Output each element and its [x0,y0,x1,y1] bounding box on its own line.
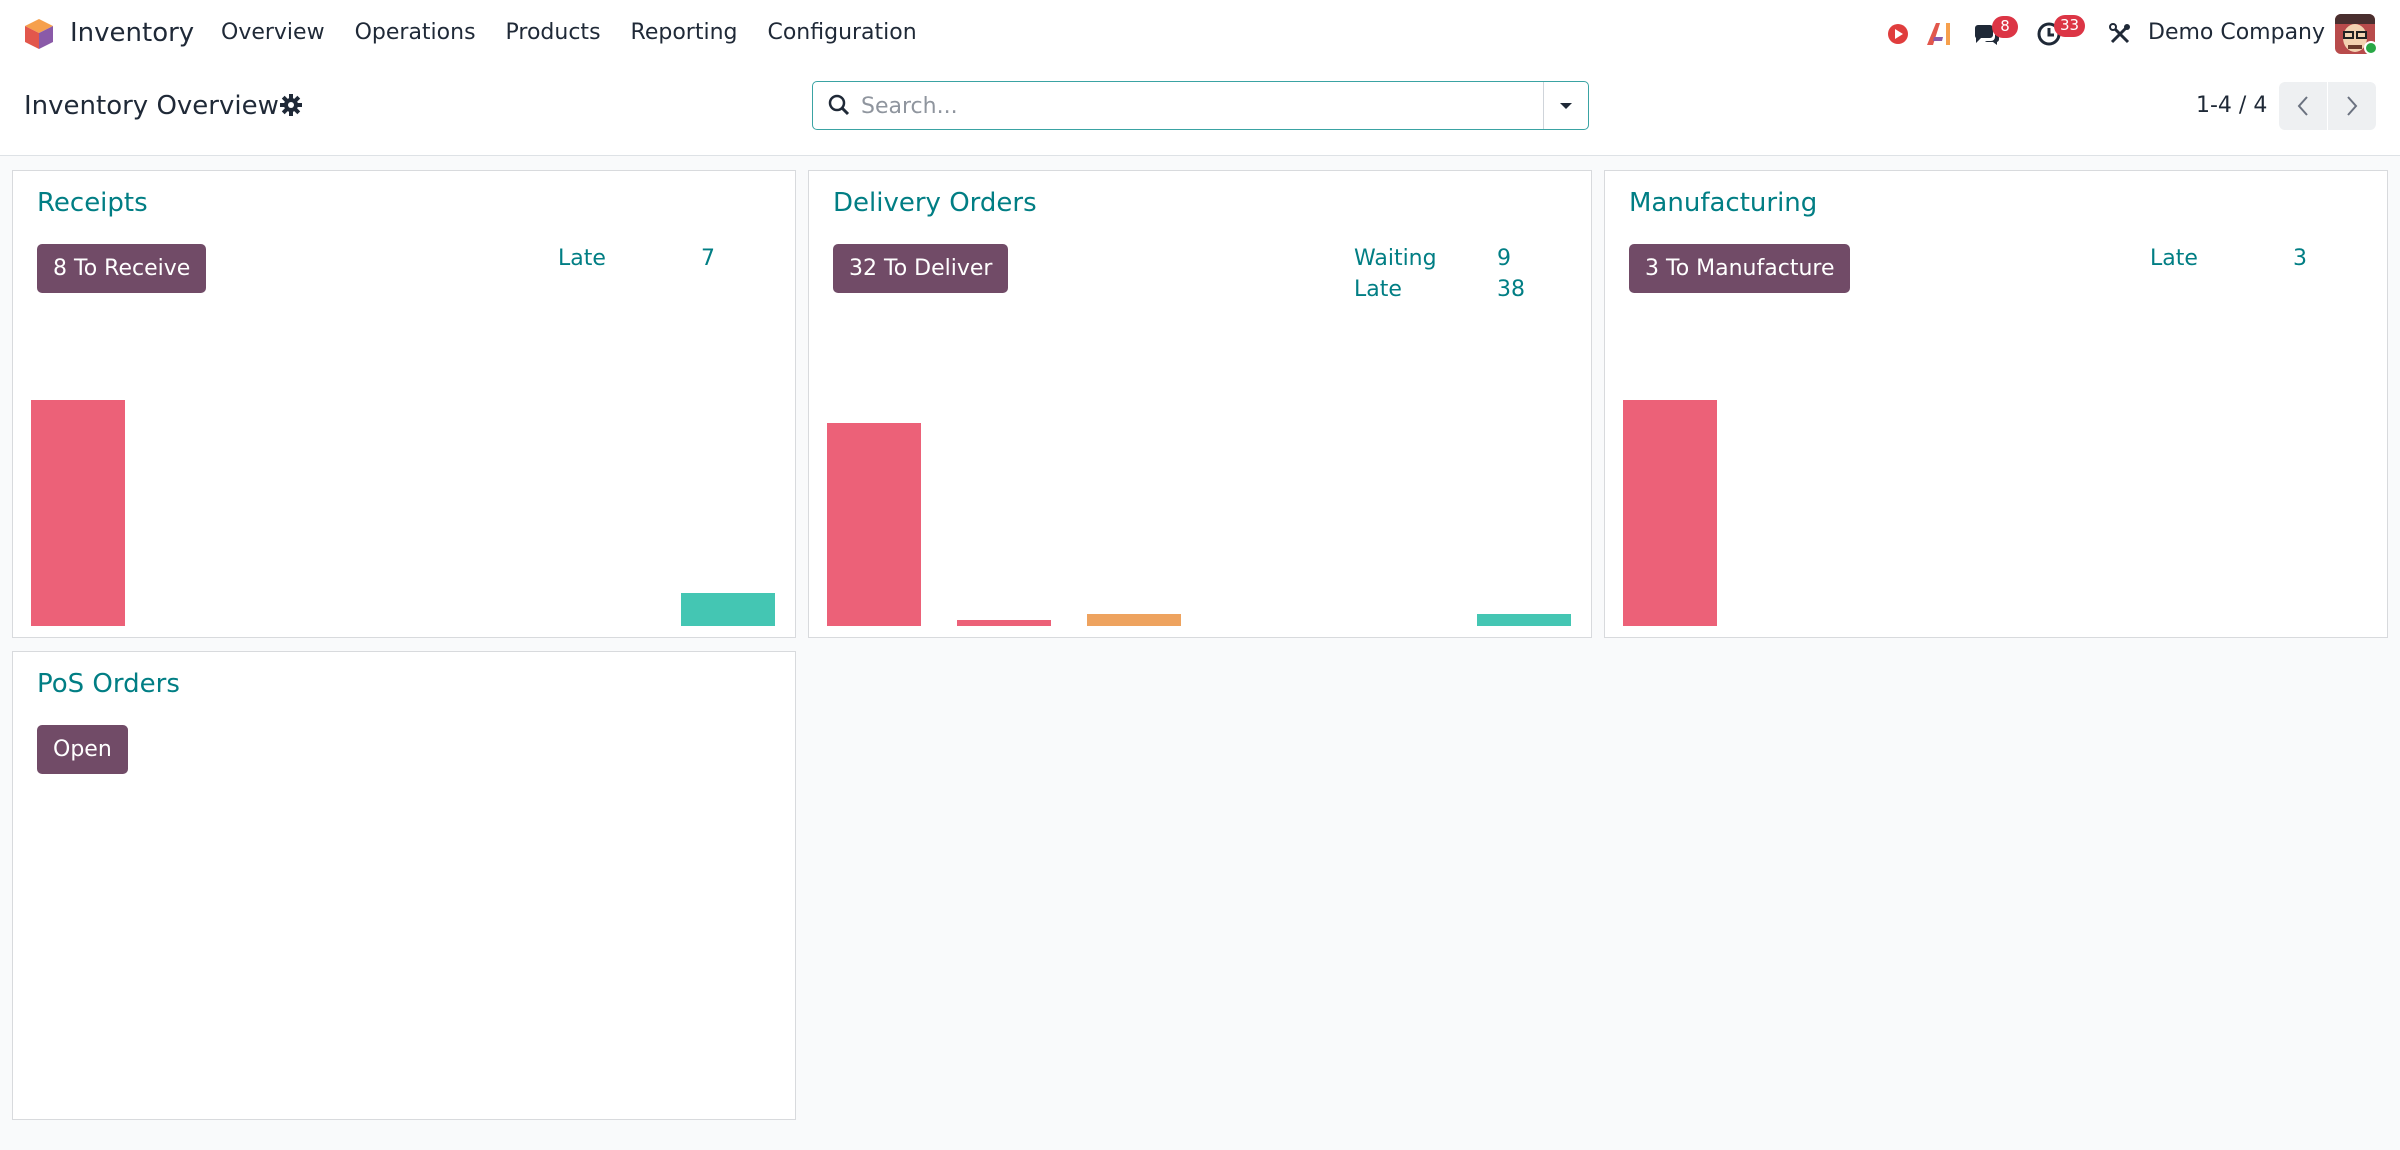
menu-item-products[interactable]: Products [505,20,601,45]
to-receive-button[interactable]: 8 To Receive [37,244,207,293]
stat-label-waiting[interactable]: Waiting [1354,246,1437,271]
card-delivery-orders: Delivery Orders 32 To Deliver Waiting 9 … [808,170,1592,638]
card-title[interactable]: PoS Orders [37,669,180,699]
stat-value-late[interactable]: 38 [1497,277,1525,302]
online-status-icon [2364,41,2378,55]
pager-value[interactable]: 1-4 / 4 [2196,93,2268,118]
record-icon[interactable] [1886,22,1910,46]
to-manufacture-button[interactable]: 3 To Manufacture [1629,244,1851,293]
chart-bar-yesterday[interactable] [957,620,1051,626]
stat-label-late[interactable]: Late [558,246,606,271]
stat-value-late[interactable]: 3 [2293,246,2307,271]
menu-item-operations[interactable]: Operations [354,20,476,45]
card-pos-orders: PoS Orders Open [12,651,796,1120]
search-icon [827,93,851,117]
chart-bar-future[interactable] [1477,614,1571,626]
menu-item-configuration[interactable]: Configuration [767,20,917,45]
card-title[interactable]: Delivery Orders [833,188,1037,218]
app-name[interactable]: Inventory [70,18,195,48]
user-avatar[interactable] [2335,14,2375,54]
search-options-toggle[interactable] [1543,82,1588,129]
open-button[interactable]: Open [37,725,128,774]
menu-item-overview[interactable]: Overview [221,20,325,45]
card-receipts: Receipts 8 To Receive Late 7 [12,170,796,638]
chevron-right-icon [2347,96,2358,116]
debug-tools-icon[interactable] [2107,21,2133,47]
top-navbar: Inventory Overview Operations Products R… [0,0,2400,66]
chart-bar-today[interactable] [1087,614,1181,626]
main-menu: Overview Operations Products Reporting C… [221,17,947,49]
card-manufacturing: Manufacturing 3 To Manufacture Late 3 [1604,170,2388,638]
pager-previous-button[interactable] [2279,82,2327,130]
chart-bar-late[interactable] [31,400,125,626]
card-title[interactable]: Receipts [37,188,148,218]
search-bar [812,81,1589,130]
company-switcher[interactable]: Demo Company [2148,20,2326,45]
page-title: Inventory Overview [24,91,279,121]
control-panel: Inventory Overview 1-4 / 4 [0,66,2400,156]
search-input[interactable] [861,88,1541,124]
messages-badge: 8 [1992,16,2018,38]
stat-value-waiting[interactable]: 9 [1497,246,1511,271]
stat-label-late[interactable]: Late [1354,277,1402,302]
chart-bar-late[interactable] [1623,400,1717,626]
gear-icon[interactable] [279,93,303,117]
chart-bar-future[interactable] [681,593,775,626]
activities-badge: 33 [2054,15,2086,37]
inventory-logo-icon[interactable] [24,18,54,50]
chevron-left-icon [2297,96,2308,116]
stat-label-late[interactable]: Late [2150,246,2198,271]
card-title[interactable]: Manufacturing [1629,188,1818,218]
chart-bar-late[interactable] [827,423,921,626]
menu-item-reporting[interactable]: Reporting [630,20,738,45]
pager-next-button[interactable] [2328,82,2376,130]
ai-icon[interactable] [1925,20,1955,48]
caret-down-icon [1560,102,1572,109]
to-deliver-button[interactable]: 32 To Deliver [833,244,1009,293]
stat-value-late[interactable]: 7 [701,246,715,271]
